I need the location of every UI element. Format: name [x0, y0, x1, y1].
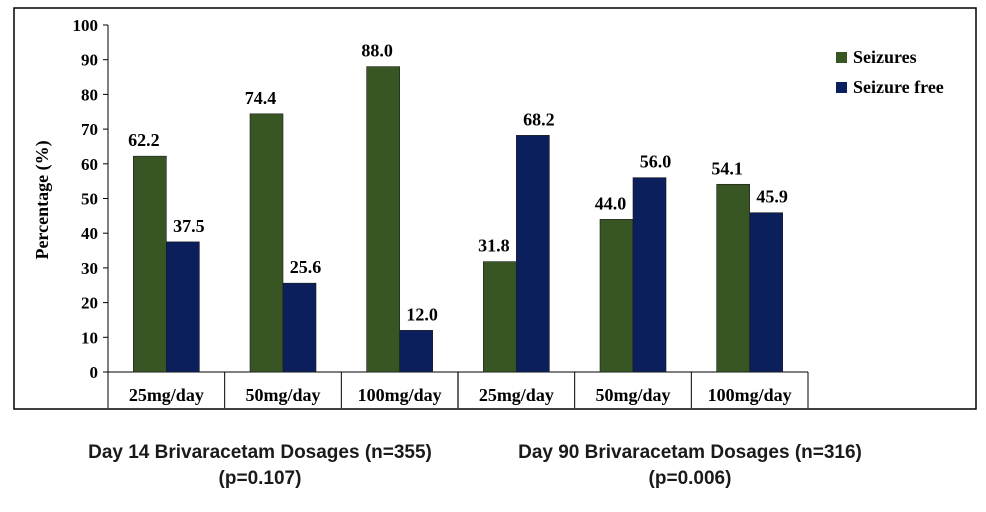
legend-swatch [836, 52, 847, 63]
group-title-day14: Day 14 Brivaracetam Dosages (n=355) [88, 442, 432, 463]
bar-seizures [483, 261, 517, 373]
x-tick-label: 25mg/day [129, 385, 204, 405]
bar-seizure-free [282, 282, 317, 373]
x-tick-label: 100mg/day [708, 385, 792, 405]
y-tick-label: 30 [81, 259, 98, 278]
y-tick-label: 70 [81, 120, 98, 139]
axes-layer: 0 10 20 30 40 50 60 70 80 90 100 25mg/day 50mg/day 10… [73, 16, 809, 408]
bar-seizure-free [749, 212, 783, 373]
legend-swatch [836, 82, 847, 93]
x-tick-label: 25mg/day [479, 385, 554, 405]
bar-seizures [599, 219, 634, 373]
data-label: 12.0 [406, 304, 438, 324]
y-tick-label: 100 [73, 16, 99, 35]
group-subtitle-day90: (p=0.006) [648, 468, 732, 489]
data-label: 62.2 [128, 130, 160, 150]
bar-seizure-free [399, 330, 433, 373]
x-tick-label: 100mg/day [358, 385, 442, 405]
y-tick-label: 20 [81, 294, 98, 313]
y-tick-label: 50 [81, 190, 98, 209]
data-label: 88.0 [361, 41, 393, 61]
group-caption-day90: Day 90 Brivaracetam Dosages (n=316) (p=0… [470, 440, 910, 492]
bar-seizures [133, 155, 167, 373]
data-label: 54.1 [711, 158, 743, 178]
y-tick-label: 60 [81, 155, 98, 174]
bar-seizure-free [166, 241, 200, 373]
y-tick-label: 0 [90, 363, 99, 382]
bar-seizures [716, 183, 750, 373]
data-label: 74.4 [245, 88, 277, 108]
group-subtitle-day14: (p=0.107) [218, 468, 302, 489]
x-tick-label: 50mg/day [595, 385, 670, 405]
y-tick-label: 80 [81, 85, 98, 104]
legend-label: Seizures [853, 47, 917, 67]
data-label: 31.8 [478, 236, 510, 256]
y-tick-label: 40 [81, 224, 98, 243]
bar-seizures [366, 66, 400, 373]
x-tick-label: 50mg/day [245, 385, 320, 405]
group-title-day90: Day 90 Brivaracetam Dosages (n=316) [518, 442, 862, 463]
data-label: 56.0 [640, 152, 672, 172]
y-tick-label: 90 [81, 51, 98, 70]
data-label: 44.0 [595, 193, 627, 213]
y-axis-label: Percentage (%) [32, 140, 53, 259]
legend-label: Seizure free [853, 77, 944, 97]
data-label: 37.5 [173, 216, 205, 236]
data-label: 68.2 [523, 109, 555, 129]
legend: Seizures Seizure free [836, 47, 944, 97]
bar-seizures [249, 113, 284, 373]
bar-seizure-free [516, 135, 550, 373]
group-caption-day14: Day 14 Brivaracetam Dosages (n=355) (p=0… [40, 440, 480, 492]
data-label: 45.9 [756, 187, 788, 207]
data-label: 25.6 [290, 257, 322, 277]
bar-seizure-free [632, 177, 667, 373]
y-tick-label: 10 [81, 328, 98, 347]
bars-layer: 62.2 74.4 88.0 31.8 44.0 54.1 37.5 25.6 12.0 68.2… [128, 41, 788, 373]
